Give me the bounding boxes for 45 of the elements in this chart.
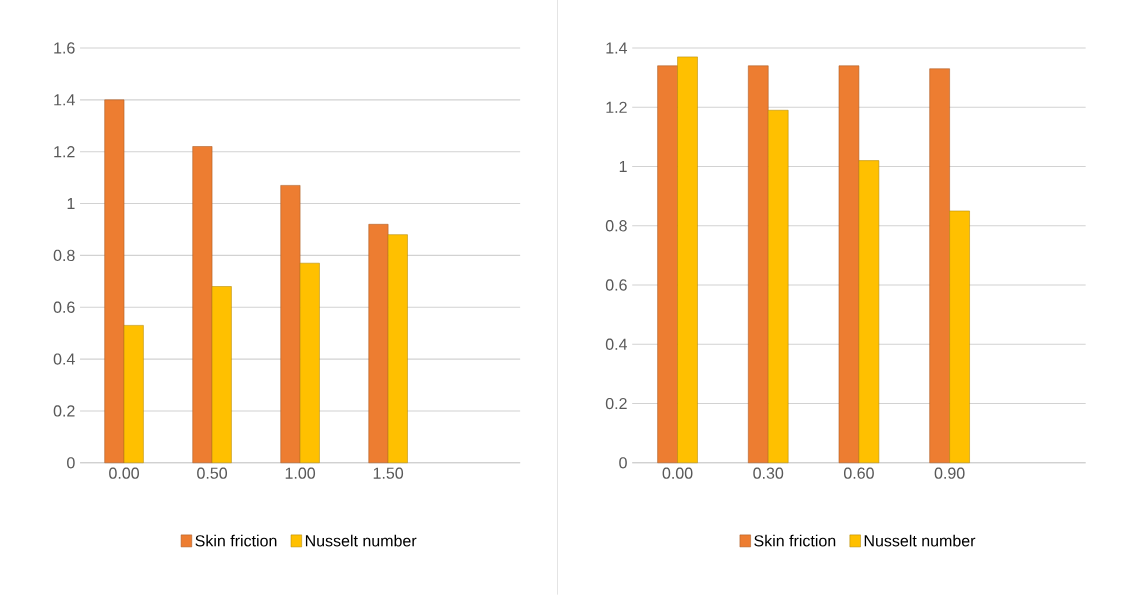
bar [657,65,678,464]
x-tick-label: 0.00 [662,467,693,479]
bar [368,224,389,464]
bar [838,65,860,464]
legend-label: Skin friction [195,534,277,547]
bar [123,325,144,464]
y-tick-label: 1.4 [606,42,628,54]
bar [949,210,970,464]
y-tick-label: 0.2 [605,397,627,410]
y-tick-label: 0.4 [53,353,75,365]
y-tick-label: 1.4 [54,94,75,106]
y-tick-label: 1 [619,161,627,173]
legend-label: Nusselt number [305,534,417,547]
bar [299,262,320,464]
y-tick-label: 0 [67,457,75,469]
bar [858,160,880,464]
y-tick-label: 0.6 [53,301,75,313]
x-tick-label: 0.50 [197,467,228,479]
bar [387,234,408,464]
y-tick-label: 0 [619,457,627,469]
x-tick-label: 0.00 [109,467,139,479]
bar [767,110,789,464]
x-tick-label: 1.50 [373,467,404,479]
bar [211,286,232,464]
y-tick-label: 1.2 [54,146,75,158]
y-tick-label: 0.4 [605,338,628,351]
y-tick-label: 0.2 [53,405,75,417]
y-tick-label: 1.6 [54,42,75,54]
y-tick-label: 1.2 [606,101,627,113]
legend-label: Nusselt number [864,534,976,547]
y-tick-label: 0.8 [605,220,627,232]
y-tick-label: 1 [67,198,75,210]
legend-label: Skin friction [754,534,836,547]
x-tick-label: 0.30 [753,467,784,479]
bar [280,185,301,464]
y-tick-label: 0.6 [605,279,627,291]
bar [677,56,698,464]
bar [748,65,769,464]
bar [929,68,950,464]
y-tick-label: 0.8 [53,249,75,262]
x-tick-label: 0.90 [934,467,965,479]
x-tick-label: 1.00 [285,467,316,479]
x-tick-label: 0.60 [843,467,874,479]
bar [192,146,213,464]
bar [104,99,125,464]
